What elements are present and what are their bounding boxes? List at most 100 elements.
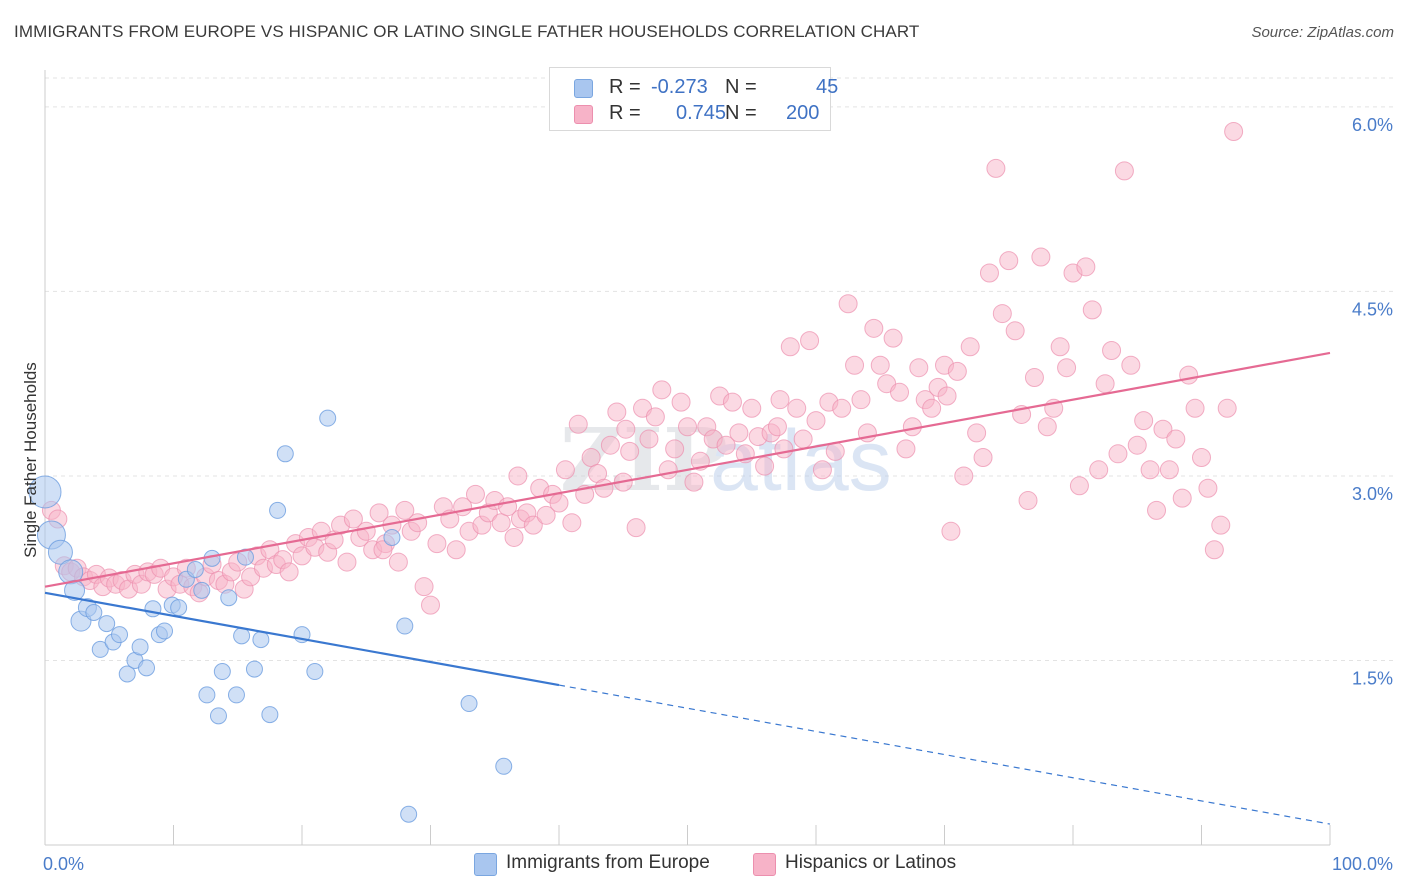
- europe-point: [131, 638, 149, 656]
- europe-point: [233, 627, 251, 645]
- hispanic-point: [1211, 515, 1231, 535]
- hispanic-point: [684, 472, 704, 492]
- hispanic-point: [973, 448, 993, 467]
- hispanic-point: [337, 552, 357, 572]
- hispanic-point: [555, 460, 575, 480]
- hispanic-point: [1204, 540, 1224, 560]
- legend: R = -0.273 N = 45 R = 0.745 N = 200: [549, 67, 838, 131]
- hispanic-point: [845, 355, 865, 375]
- watermark: ZIP atlas: [560, 410, 892, 511]
- hispanic-point: [508, 466, 528, 486]
- europe-point: [98, 615, 116, 633]
- tick-labels: 1.5% 3.0% 4.5% 6.0% 0.0% 100.0%: [43, 115, 1393, 874]
- hispanic-point: [1050, 337, 1070, 357]
- hispanic-point: [1108, 444, 1128, 464]
- hispanic-point: [620, 441, 640, 461]
- y-tick-label: 3.0%: [1352, 484, 1393, 504]
- hispanic-point: [812, 460, 832, 480]
- europe-point: [460, 695, 478, 713]
- pink-points-group: [41, 122, 1244, 615]
- bottom-legend-swatch-hispanic: [753, 853, 776, 876]
- hispanic-point: [1069, 476, 1089, 496]
- hispanic-point: [1076, 257, 1096, 277]
- hispanic-point: [967, 423, 987, 443]
- europe-point: [252, 631, 270, 649]
- hispanic-point: [388, 552, 408, 572]
- hispanic-point: [1127, 435, 1147, 455]
- legend-r-label: R =: [609, 102, 641, 124]
- trend-lines: [44, 351, 1331, 825]
- y-tick-label: 6.0%: [1352, 115, 1393, 135]
- europe-point: [227, 686, 245, 704]
- hispanic-point: [1192, 448, 1211, 467]
- hispanic-point: [408, 513, 428, 533]
- hispanic-point: [446, 540, 466, 560]
- europe-trend-line: [44, 591, 560, 687]
- europe-point: [261, 706, 279, 724]
- legend-n-label: N =: [725, 102, 757, 124]
- hispanic-point: [1018, 491, 1038, 511]
- hispanic-point: [427, 534, 447, 554]
- hispanic-point: [465, 484, 485, 504]
- hispanic-point: [645, 407, 665, 427]
- europe-point: [276, 445, 294, 463]
- hispanic-point: [999, 251, 1019, 271]
- y-tick-label: 4.5%: [1352, 299, 1393, 319]
- hispanic-point: [716, 435, 736, 455]
- europe-point: [220, 589, 238, 607]
- hispanic-point: [607, 402, 627, 422]
- hispanic-point: [800, 331, 820, 351]
- hispanic-point: [1147, 500, 1167, 520]
- blue-points-group: [28, 409, 513, 823]
- hispanic-point: [909, 358, 929, 378]
- hispanic-point: [1057, 358, 1077, 378]
- hispanic-point: [491, 513, 511, 533]
- hispanic-point: [1140, 460, 1160, 480]
- hispanic-point: [954, 466, 974, 486]
- hispanic-point: [890, 382, 910, 402]
- hispanic-point: [1082, 300, 1102, 320]
- x-tick-label: 100.0%: [1332, 854, 1393, 874]
- hispanic-point: [562, 513, 582, 533]
- europe-point: [269, 501, 287, 519]
- axes: [44, 70, 1331, 846]
- hispanic-point: [806, 411, 826, 431]
- hispanic-point: [1172, 488, 1192, 508]
- hispanic-point: [1198, 478, 1218, 498]
- hispanic-point: [896, 439, 916, 459]
- hispanic-point: [986, 158, 1006, 178]
- legend-n-label: N =: [725, 76, 757, 98]
- legend-swatch-europe: [574, 79, 593, 98]
- chart-source: Source: ZipAtlas.com: [1251, 24, 1394, 41]
- hispanic-point: [937, 386, 957, 406]
- hispanic-point: [742, 398, 762, 418]
- hispanic-point: [279, 562, 299, 582]
- europe-point: [383, 528, 401, 546]
- hispanic-point: [947, 361, 967, 381]
- hispanic-point: [780, 337, 800, 357]
- hispanic-point: [549, 493, 569, 513]
- europe-point: [198, 686, 216, 704]
- hispanic-point: [523, 515, 543, 535]
- hispanic-point: [1134, 411, 1154, 431]
- hispanic-point: [665, 439, 685, 459]
- europe-point: [186, 560, 204, 578]
- hispanic-point: [729, 423, 749, 443]
- hispanic-point: [1224, 122, 1244, 142]
- europe-point: [118, 665, 136, 683]
- legend-r-value: 0.745: [676, 102, 727, 124]
- hispanic-point: [1121, 355, 1141, 375]
- hispanic-point: [979, 263, 999, 283]
- europe-point: [138, 659, 156, 677]
- hispanic-point: [414, 577, 434, 597]
- europe-point: [156, 622, 174, 640]
- hispanic-point: [626, 518, 646, 538]
- hispanic-point: [504, 527, 524, 547]
- hispanic-point: [838, 294, 858, 314]
- chart-title: IMMIGRANTS FROM EUROPE VS HISPANIC OR LA…: [14, 22, 920, 41]
- europe-point: [209, 707, 227, 725]
- legend-n-value: 200: [786, 102, 820, 124]
- europe-point: [213, 663, 231, 681]
- legend-swatch-hispanic: [574, 105, 593, 124]
